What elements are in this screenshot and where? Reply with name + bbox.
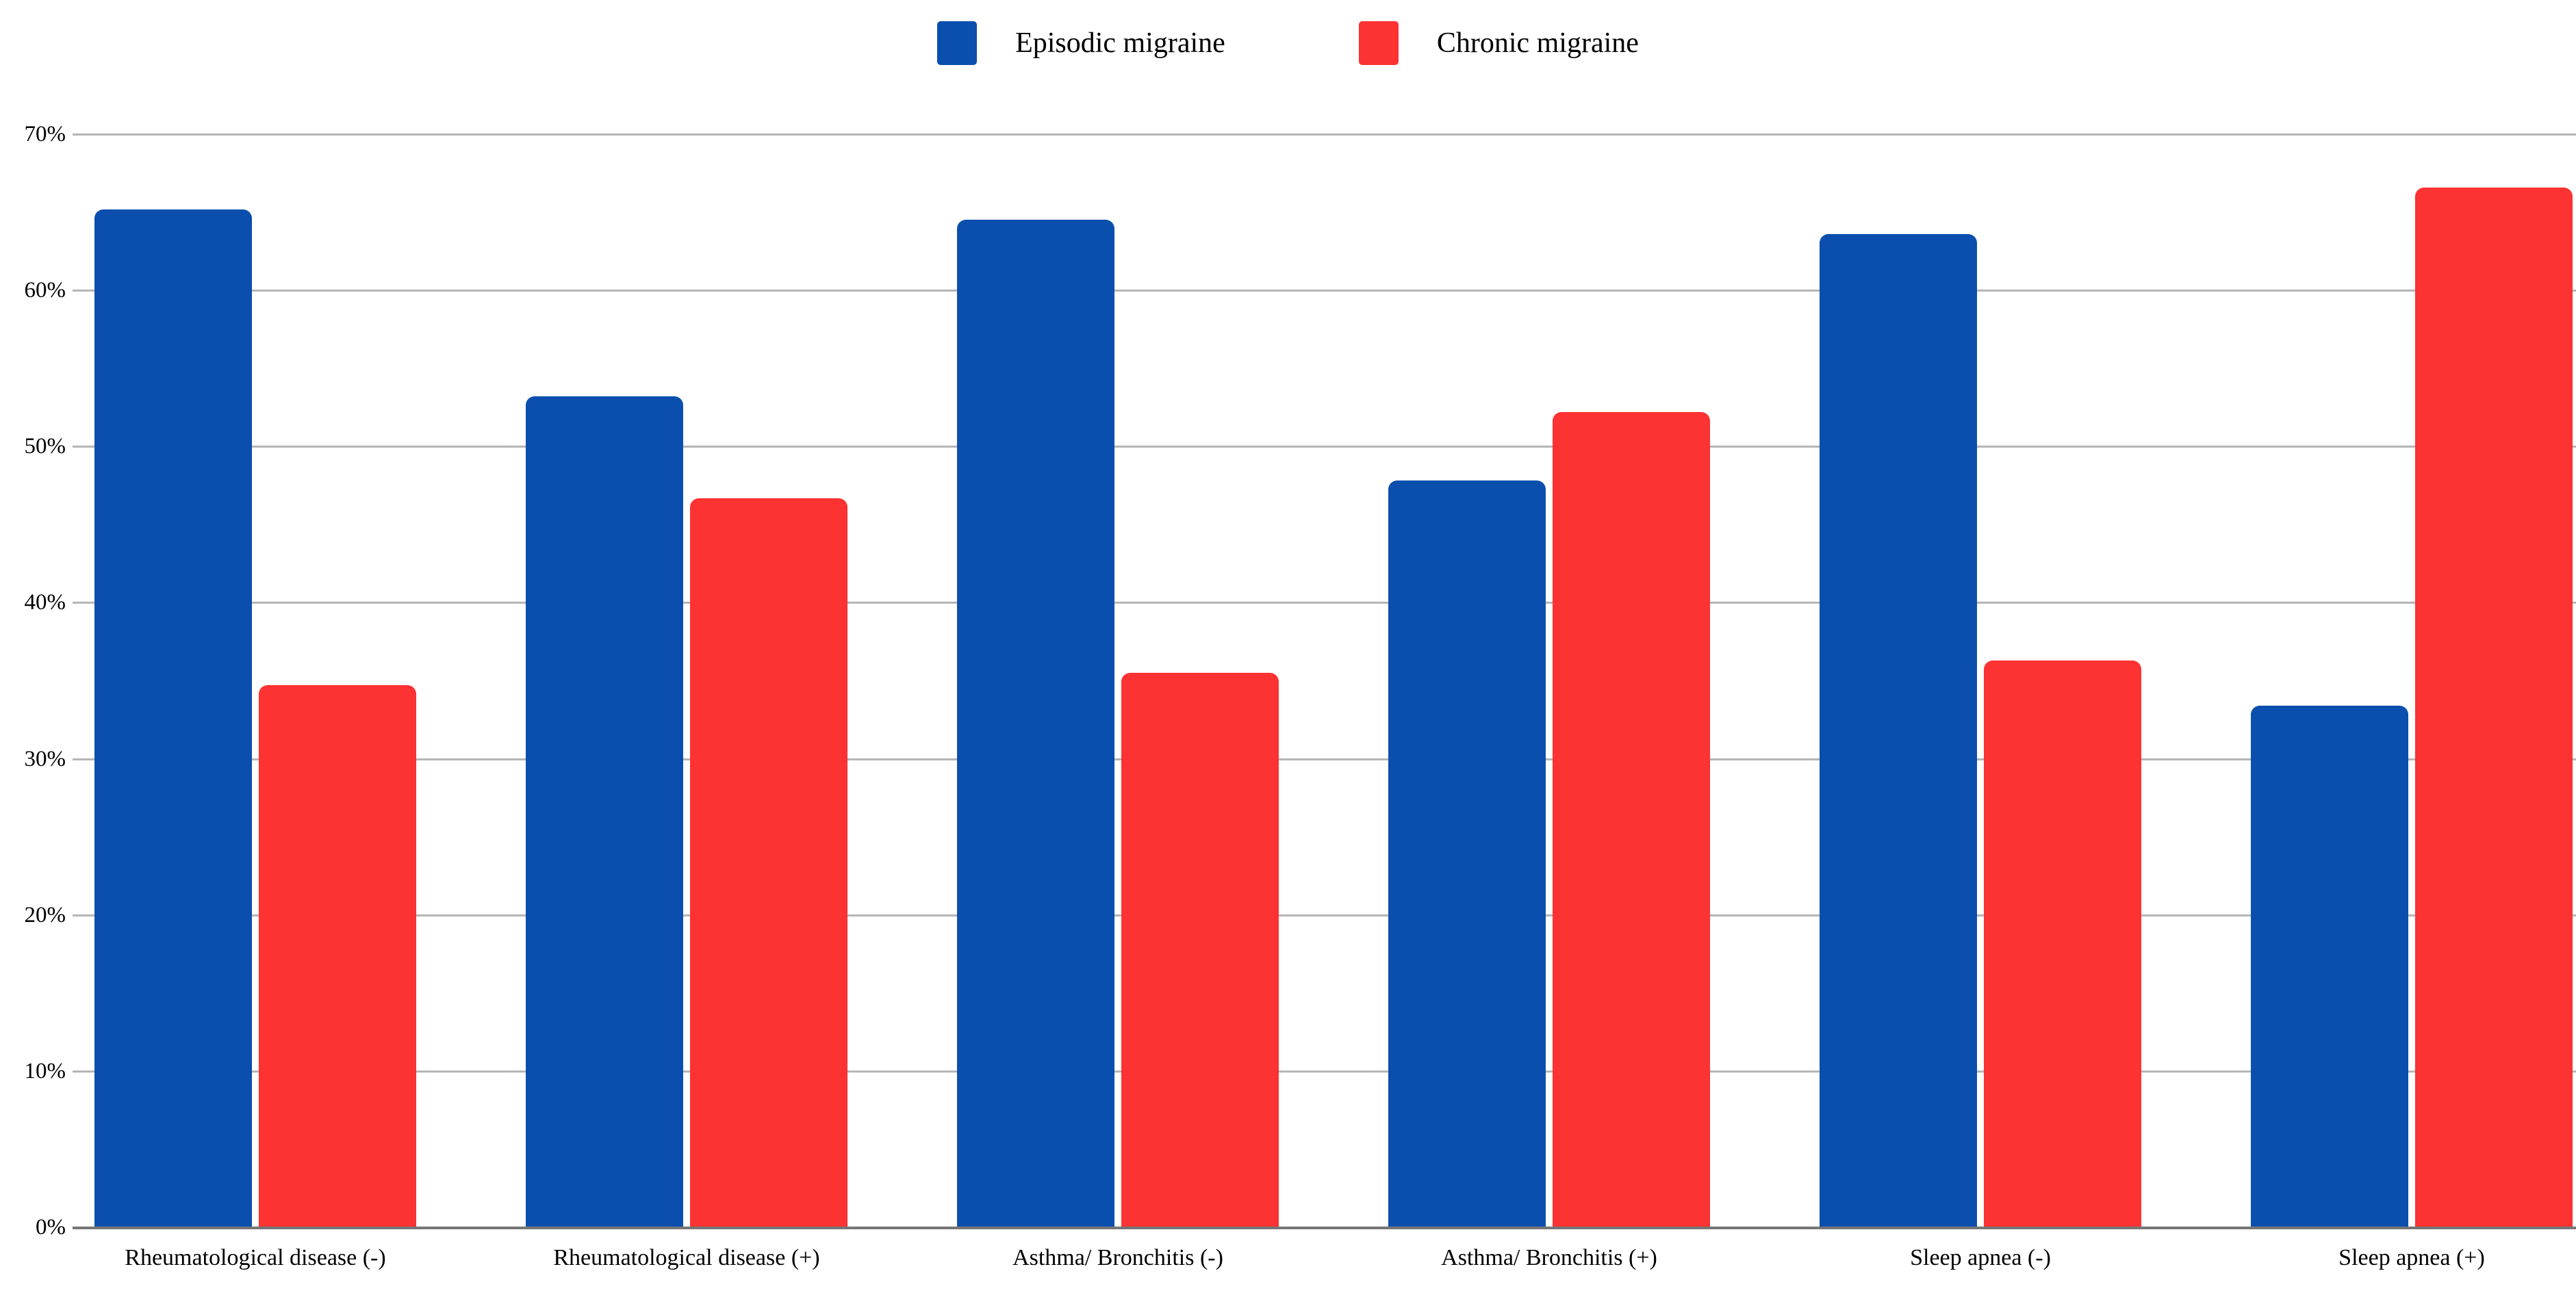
plot-area: 0% 10% 20% 30% 40% 50% 60% 70% Rheumatological d…: [25, 122, 2576, 1270]
y-tick-label: 30%: [24, 746, 66, 771]
legend-swatch-chronic-migraine: [1358, 21, 1399, 65]
category-label: Sleep apnea (-): [1910, 1245, 2051, 1270]
bar-episodic-migraine: [1388, 480, 1546, 1227]
category-label: Rheumatological disease (-): [125, 1245, 386, 1270]
bar-chronic-migraine: [690, 498, 847, 1227]
category-label: Asthma/ Bronchitis (-): [1012, 1245, 1223, 1270]
bar-episodic-migraine: [94, 209, 252, 1227]
y-tick-label: 40%: [24, 590, 66, 615]
bar-chronic-migraine: [2415, 187, 2573, 1227]
bar-group: [957, 134, 1279, 1227]
y-tick-label: 20%: [24, 902, 66, 927]
bar-episodic-migraine: [526, 396, 683, 1227]
chart-legend: Episodic migraine Chronic migraine: [0, 21, 2576, 66]
bar-group: [94, 134, 416, 1227]
legend-item: Episodic migraine: [937, 21, 1225, 65]
bar-chronic-migraine: [1984, 660, 2141, 1227]
bar-group: [1820, 134, 2141, 1227]
gridline: [73, 758, 2576, 760]
bar-chronic-migraine: [1553, 412, 1710, 1227]
gridline: [73, 602, 2576, 604]
gridline: [73, 914, 2576, 916]
bar-chronic-migraine: [259, 685, 416, 1227]
category-label: Asthma/ Bronchitis (+): [1441, 1245, 1657, 1270]
gridline: [73, 1070, 2576, 1073]
bar-chronic-migraine: [1121, 673, 1279, 1227]
x-axis-baseline: [73, 1227, 2576, 1229]
legend-swatch-episodic-migraine: [937, 21, 978, 65]
legend-item: Chronic migraine: [1358, 21, 1639, 65]
category-label: Rheumatological disease (+): [553, 1245, 820, 1270]
bar-episodic-migraine: [1820, 234, 1977, 1227]
y-tick-label: 60%: [24, 278, 66, 303]
y-tick-label: 50%: [24, 434, 66, 459]
bar-group: [2251, 134, 2573, 1227]
category-label: Sleep apnea (+): [2338, 1245, 2485, 1270]
bar-group: [526, 134, 847, 1227]
gridline: [73, 290, 2576, 292]
gridline: [73, 133, 2576, 136]
bar-episodic-migraine: [957, 220, 1114, 1227]
legend-label: Episodic migraine: [1015, 27, 1225, 59]
bar-episodic-migraine: [2251, 706, 2408, 1227]
y-tick-label: 70%: [24, 122, 66, 146]
y-tick-label: 0%: [36, 1215, 66, 1240]
bar-group: [1388, 134, 1710, 1227]
y-tick-label: 10%: [24, 1058, 66, 1084]
gridline: [73, 446, 2576, 448]
legend-label: Chronic migraine: [1436, 27, 1639, 59]
